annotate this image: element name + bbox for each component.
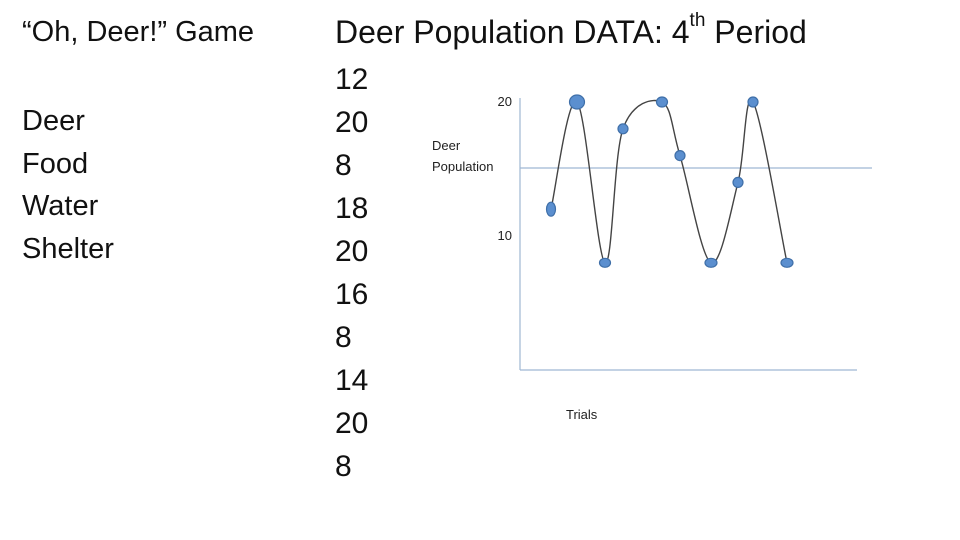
population-value: 18	[335, 192, 369, 225]
factor-list: Deer Food Water Shelter	[22, 100, 114, 270]
population-value: 8	[335, 149, 352, 182]
factor-deer: Deer	[22, 105, 85, 137]
population-value: 12	[335, 63, 369, 96]
data-point-7	[704, 257, 718, 268]
population-value: 8	[335, 321, 352, 354]
factor-food: Food	[22, 147, 89, 180]
data-point-1	[545, 201, 557, 217]
population-value: 16	[335, 278, 369, 311]
data-title-prefix: Deer Population DATA: 4	[335, 14, 690, 50]
y-tick-10: 10	[498, 228, 512, 243]
population-value: 20	[335, 106, 369, 139]
data-title: Deer Population DATA: 4th Period	[335, 10, 807, 51]
y-tick-20: 20	[498, 94, 512, 109]
data-title-sup: th	[689, 10, 706, 31]
data-point-4	[617, 123, 629, 135]
population-value: 20	[335, 235, 369, 268]
data-title-suffix: Period	[705, 14, 807, 50]
data-point-9	[747, 96, 759, 108]
y-axis-label-line1: Deer	[432, 138, 461, 153]
x-axis-label: Trials	[566, 407, 598, 422]
y-axis-label-line2: Population	[432, 159, 493, 174]
population-value: 8	[335, 450, 352, 483]
population-value: 20	[335, 407, 369, 440]
data-point-6	[674, 150, 686, 162]
population-values: 12 20 8 18 20 16 8 14 20 8	[335, 58, 368, 488]
population-curve	[550, 99, 788, 264]
data-point-8	[732, 176, 744, 188]
factor-water: Water	[22, 190, 99, 222]
data-point-3	[598, 257, 612, 268]
population-value: 14	[335, 364, 369, 397]
data-point-10	[780, 257, 794, 268]
factor-shelter: Shelter	[22, 232, 114, 265]
data-point-5	[655, 96, 669, 108]
data-point-2	[568, 94, 586, 110]
game-title: “Oh, Deer!” Game	[22, 16, 255, 48]
